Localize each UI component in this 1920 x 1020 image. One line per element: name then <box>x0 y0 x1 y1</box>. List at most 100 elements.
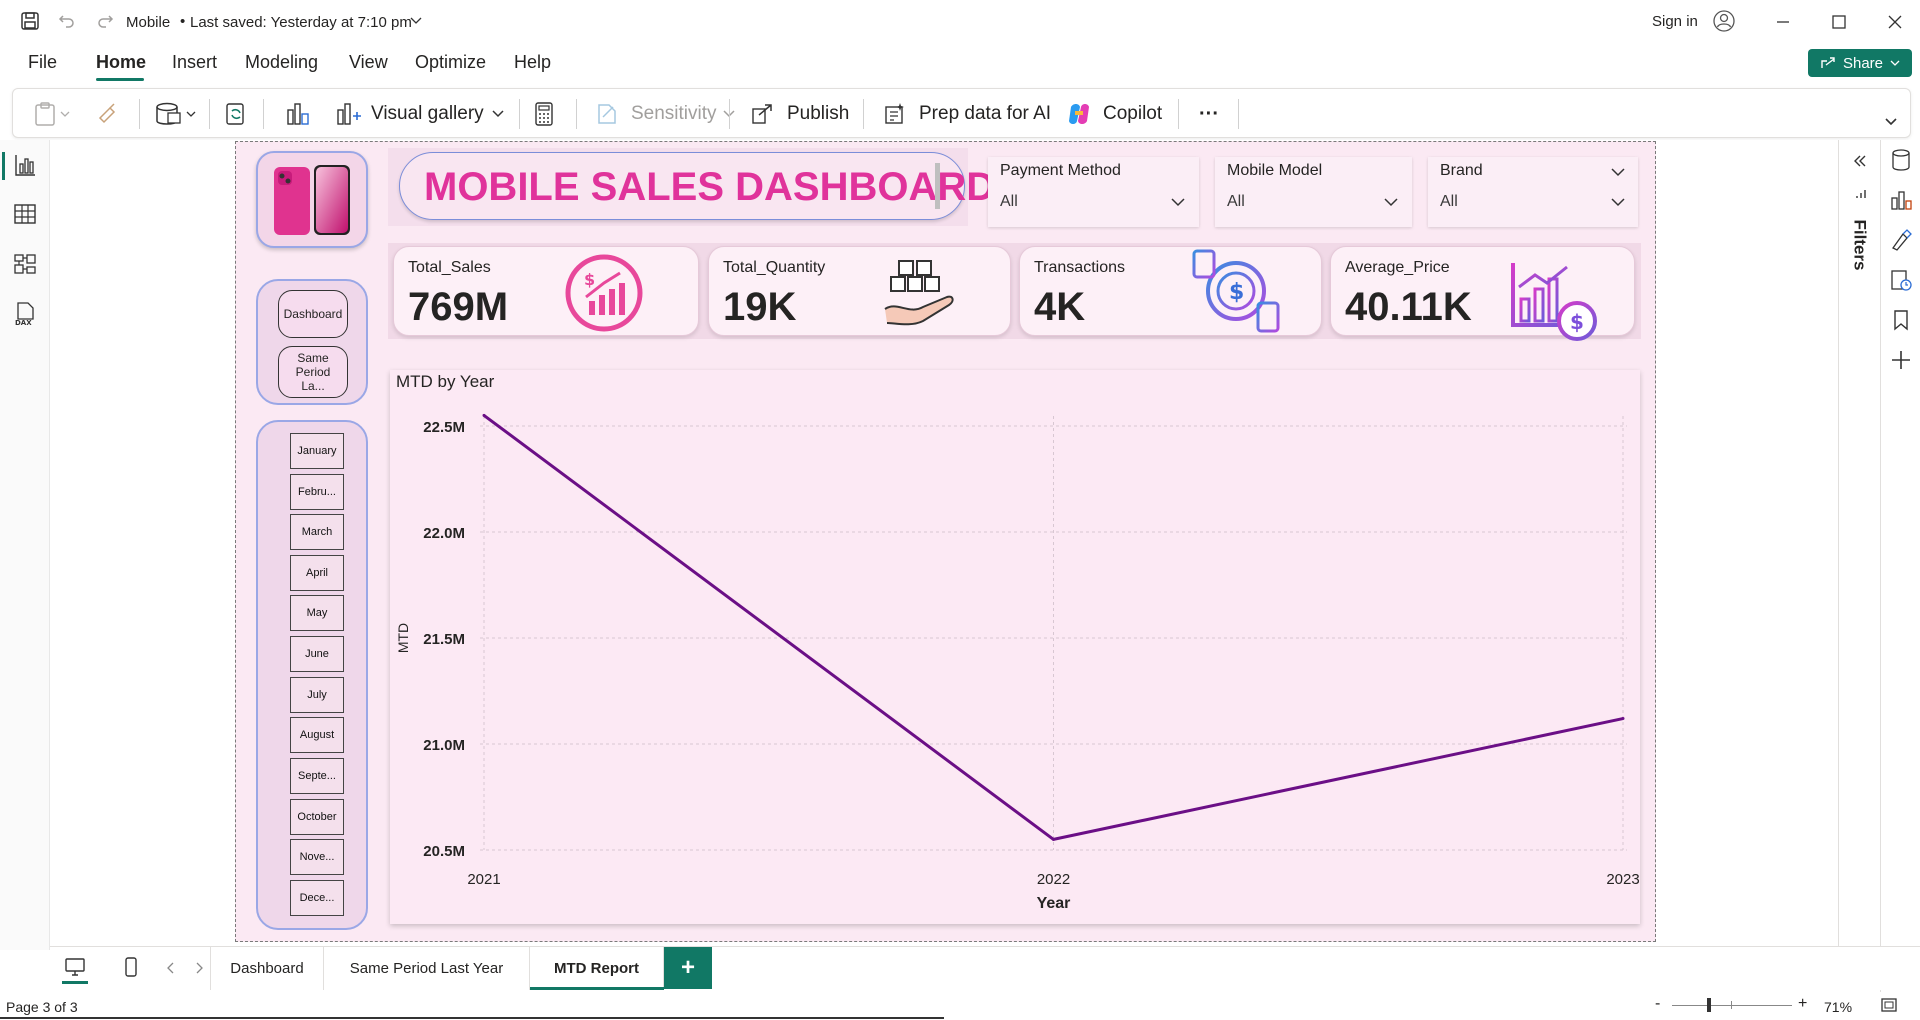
page-tab-dashboard[interactable]: Dashboard <box>210 947 324 990</box>
visualizations-pane-icon[interactable] <box>1889 188 1913 212</box>
chevron-down-icon[interactable] <box>1171 197 1185 207</box>
x-tick-label: 2022 <box>1037 871 1070 888</box>
month-button-april[interactable]: April <box>290 555 344 591</box>
tab-scroll-right-icon[interactable] <box>194 962 204 974</box>
page-tabs-bar: Dashboard Same Period Last Year MTD Repo… <box>50 946 1920 990</box>
month-button-january[interactable]: January <box>290 433 344 469</box>
publish-icon <box>752 104 772 124</box>
more-options-button[interactable]: ··· <box>1199 102 1219 125</box>
ribbon-collapse-icon[interactable] <box>1884 117 1898 127</box>
share-button[interactable]: Share <box>1808 49 1912 77</box>
sensitivity-icon <box>598 104 616 124</box>
zoom-out-button[interactable]: - <box>1655 995 1661 1012</box>
sensitivity-button[interactable]: Sensitivity <box>595 89 735 139</box>
calculator-button[interactable] <box>533 89 555 139</box>
payment-method-value[interactable]: All <box>1000 193 1018 210</box>
zoom-in-button[interactable]: + <box>1798 995 1808 1012</box>
menu-file[interactable]: File <box>28 52 58 72</box>
user-avatar-icon[interactable] <box>1713 10 1735 32</box>
fit-to-page-icon[interactable] <box>1880 997 1898 1013</box>
publish-button[interactable]: Publish <box>749 89 849 139</box>
ribbon-separator <box>863 99 864 129</box>
format-painter-button[interactable] <box>96 89 120 139</box>
calculator-icon <box>535 102 553 126</box>
sales-growth-icon: $ <box>565 254 643 332</box>
minimize-icon[interactable] <box>1775 15 1791 29</box>
format-pane-icon[interactable] <box>1889 228 1913 252</box>
paste-button[interactable] <box>33 89 71 139</box>
refresh-button[interactable] <box>223 89 249 139</box>
zoom-slider-track[interactable] <box>1672 1005 1792 1006</box>
zoom-slider-thumb[interactable] <box>1707 998 1711 1012</box>
month-button-february[interactable]: Febru... <box>290 474 344 510</box>
y-tick-label: 22.5M <box>423 419 465 436</box>
page-indicator: Page 3 of 3 <box>6 999 78 1015</box>
month-button-march[interactable]: March <box>290 514 344 550</box>
title-dropdown-icon[interactable] <box>410 16 422 26</box>
mobile-model-value[interactable]: All <box>1227 193 1245 210</box>
money-transfer-icon: $ <box>1192 249 1280 333</box>
menu-optimize[interactable]: Optimize <box>415 52 487 72</box>
brand-value[interactable]: All <box>1440 193 1458 210</box>
zoom-level: 71% <box>1824 999 1853 1015</box>
performance-pane-icon[interactable] <box>1889 268 1913 292</box>
copilot-label: Copilot <box>1103 103 1163 124</box>
payment-method-slicer[interactable]: Payment Method All <box>988 157 1199 227</box>
expand-pane-icon[interactable] <box>1853 154 1867 168</box>
ribbon-separator <box>519 99 520 129</box>
chevron-down-icon[interactable] <box>1611 167 1625 177</box>
chevron-down-icon[interactable] <box>1384 197 1398 207</box>
nav-same-period-button[interactable]: Same Period La... <box>278 346 348 398</box>
month-button-july[interactable]: July <box>290 677 344 713</box>
month-button-september[interactable]: Septe... <box>290 758 344 794</box>
month-button-december[interactable]: Dece... <box>290 880 344 916</box>
redo-icon[interactable] <box>96 12 114 30</box>
y-tick-label: 21.5M <box>423 631 465 648</box>
brand-slicer[interactable]: Brand All <box>1428 157 1638 227</box>
month-button-october[interactable]: October <box>290 799 344 835</box>
mobile-layout-icon[interactable] <box>124 956 138 978</box>
nav-dashboard-button[interactable]: Dashboard <box>278 290 348 338</box>
menu-help[interactable]: Help <box>514 52 552 72</box>
undo-icon[interactable] <box>58 12 76 30</box>
copilot-button[interactable]: Copilot <box>1065 89 1162 139</box>
data-pane-icon[interactable] <box>1889 148 1913 172</box>
mtd-chart-card[interactable]: MTD by Year 20.5M 21.0M 21.5M 22.0M 22.5M 202… <box>390 370 1640 924</box>
menu-home[interactable]: Home <box>96 52 147 72</box>
visual-gallery-button[interactable]: Visual gallery <box>335 89 504 139</box>
dax-query-view-icon[interactable]: DAX <box>13 301 37 327</box>
page-tab-same-period[interactable]: Same Period Last Year <box>324 947 530 990</box>
sign-in-link[interactable]: Sign in <box>1652 13 1698 30</box>
add-page-button[interactable]: + <box>664 947 712 989</box>
chevron-down-icon[interactable] <box>1611 197 1625 207</box>
report-view-icon[interactable] <box>13 152 37 178</box>
menu-insert[interactable]: Insert <box>172 52 218 72</box>
ribbon-separator <box>1238 99 1239 129</box>
mobile-model-slicer[interactable]: Mobile Model All <box>1215 157 1412 227</box>
ribbon-separator <box>209 99 210 129</box>
prep-data-button[interactable]: Prep data for AI <box>881 89 1051 139</box>
model-view-icon[interactable] <box>13 252 37 276</box>
month-button-june[interactable]: June <box>290 636 344 672</box>
ribbon-separator <box>576 99 577 129</box>
close-icon[interactable] <box>1887 14 1903 30</box>
save-icon[interactable] <box>20 11 40 31</box>
menu-modeling[interactable]: Modeling <box>245 52 319 72</box>
filters-pane-collapsed[interactable]: Filters <box>1838 140 1880 950</box>
page-tab-mtd-report[interactable]: MTD Report <box>530 947 664 990</box>
month-button-november[interactable]: Nove... <box>290 839 344 875</box>
get-data-button[interactable] <box>153 89 197 139</box>
add-pane-icon[interactable] <box>1889 348 1913 372</box>
bookmark-icon[interactable] <box>1889 308 1913 332</box>
new-visual-button[interactable] <box>285 89 311 139</box>
ribbon-separator <box>1178 99 1179 129</box>
maximize-icon[interactable] <box>1831 14 1847 30</box>
month-button-may[interactable]: May <box>290 595 344 631</box>
table-view-icon[interactable] <box>13 202 37 226</box>
desktop-layout-icon[interactable] <box>64 957 86 977</box>
month-button-august[interactable]: August <box>290 717 344 753</box>
tab-scroll-left-icon[interactable] <box>166 962 176 974</box>
filters-label-wrap[interactable]: Filters <box>1847 215 1873 275</box>
share-label: Share <box>1842 54 1884 72</box>
menu-view[interactable]: View <box>349 52 388 72</box>
